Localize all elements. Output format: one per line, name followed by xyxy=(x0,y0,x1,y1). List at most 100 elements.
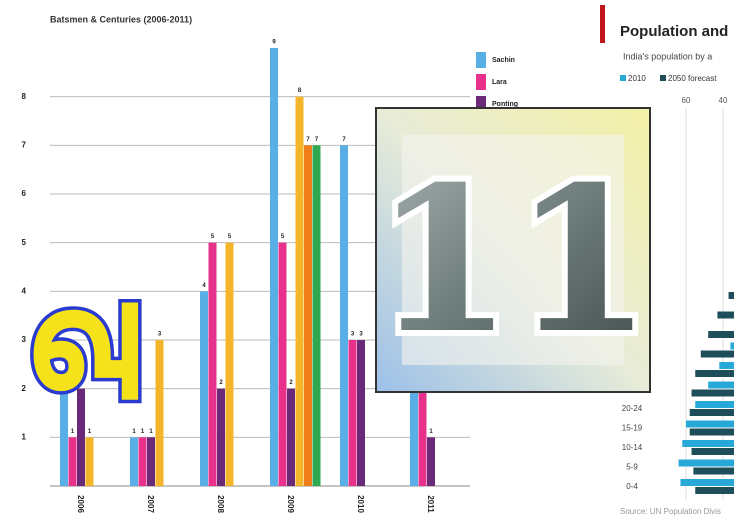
y-tick-label: 2 xyxy=(22,384,27,393)
bar xyxy=(340,145,348,487)
bar xyxy=(278,242,287,486)
pyramid-bar xyxy=(680,479,734,486)
legend-label: 2010 xyxy=(628,74,646,83)
bar xyxy=(270,48,278,486)
data-label: 3 xyxy=(158,332,162,338)
age-label: 15-19 xyxy=(622,424,643,433)
glyph-overlay: ढ xyxy=(0,298,189,403)
data-label: 3 xyxy=(359,332,363,338)
bar xyxy=(217,388,225,486)
pyramid-bar xyxy=(728,292,734,299)
pyramid-subtitle: India's population by a xyxy=(623,51,712,61)
x-tick-label: 40 xyxy=(719,96,728,105)
age-label: 0-4 xyxy=(626,482,638,491)
pyramid-bar xyxy=(695,401,734,408)
pyramid-bar xyxy=(686,420,734,428)
data-label: 2 xyxy=(62,380,66,386)
data-label: 1 xyxy=(141,429,145,435)
age-label: 10-14 xyxy=(622,443,643,452)
badge-inner xyxy=(402,135,624,365)
data-label: 2 xyxy=(219,380,223,386)
x-tick-label: 2008 xyxy=(216,495,225,513)
bar xyxy=(147,437,155,486)
data-label: 5 xyxy=(211,234,215,240)
legend-swatch xyxy=(620,75,626,81)
data-label: 9 xyxy=(272,40,276,46)
pyramid-bar xyxy=(730,342,734,350)
data-label: 7 xyxy=(306,137,310,143)
pyramid-bar xyxy=(678,459,734,467)
pyramid-chart: Population and India's population by a S… xyxy=(597,0,734,531)
pyramid-bar xyxy=(719,362,734,369)
bar xyxy=(85,437,94,486)
bar xyxy=(312,145,321,487)
pyramid-source: Source: UN Population Divis xyxy=(620,507,721,516)
y-tick-label: 7 xyxy=(22,140,27,149)
data-label: 1 xyxy=(71,429,75,435)
bar xyxy=(155,340,164,486)
data-label: 1 xyxy=(88,429,92,435)
bar xyxy=(287,388,295,486)
bar xyxy=(295,96,304,487)
data-label: 4 xyxy=(202,283,206,289)
data-label: 5 xyxy=(281,234,285,240)
bar xyxy=(348,340,357,486)
y-tick-label: 1 xyxy=(22,432,27,441)
data-label: 3 xyxy=(351,332,355,338)
bar xyxy=(225,242,234,486)
age-label: 5-9 xyxy=(626,463,638,472)
y-tick-label: 5 xyxy=(22,238,27,247)
pyramid-bar xyxy=(682,440,734,447)
data-label: 1 xyxy=(429,429,433,435)
badge-number: 11 xyxy=(374,143,652,378)
chart-title: Batsmen & Centuries (2006-2011) xyxy=(50,14,192,24)
pyramid-bar xyxy=(695,487,734,494)
pyramid-bar xyxy=(708,331,734,338)
x-tick-label: 2010 xyxy=(356,495,365,513)
legend-swatch xyxy=(476,96,486,112)
data-label: 7 xyxy=(342,137,346,143)
data-label: 7 xyxy=(315,137,319,143)
bar xyxy=(427,437,435,486)
data-label: 2 xyxy=(79,380,83,386)
data-label: 1 xyxy=(132,429,136,435)
bar xyxy=(77,388,85,486)
pyramid-bar xyxy=(689,409,734,416)
x-tick-label: 60 xyxy=(682,96,691,105)
legend-label: 2050 forecast xyxy=(668,74,717,83)
pyramid-bar xyxy=(693,467,734,475)
x-tick-label: 2009 xyxy=(286,495,295,513)
y-tick-label: 4 xyxy=(22,286,27,295)
data-label: 8 xyxy=(298,88,302,94)
bar xyxy=(60,388,68,486)
pyramid-bar xyxy=(700,350,734,358)
age-label: 20-24 xyxy=(622,404,643,413)
pyramid-bar xyxy=(691,389,734,397)
bar xyxy=(418,388,427,486)
data-label: 2 xyxy=(289,380,293,386)
legend-label: Sachin xyxy=(492,57,515,64)
pyramid-bar xyxy=(695,370,734,377)
bar xyxy=(138,437,147,486)
y-tick-label: 3 xyxy=(22,335,27,344)
x-tick-label: 2011 xyxy=(426,495,435,513)
legend-label: Lara xyxy=(492,79,507,86)
data-label: 1 xyxy=(149,429,153,435)
bar xyxy=(357,340,365,486)
bar xyxy=(130,437,138,486)
legend-label: Ponting xyxy=(492,101,518,108)
pyramid-bar xyxy=(689,428,734,436)
glyph: ढ xyxy=(0,302,185,400)
legend-swatch xyxy=(660,75,666,81)
x-tick-label: 2007 xyxy=(146,495,155,513)
bar xyxy=(304,145,312,487)
data-label: 5 xyxy=(228,234,232,240)
pyramid-title: Population and xyxy=(620,23,728,40)
pyramid-bar xyxy=(708,381,734,389)
bar-chart: Batsmen & Centuries (2006-2011) 1 2 3 4 5 6 7 8… xyxy=(22,14,546,513)
pyramid-bar xyxy=(717,311,734,319)
legend-swatch xyxy=(476,74,486,90)
badge: 11 xyxy=(368,107,658,393)
y-tick-label: 8 xyxy=(22,92,27,101)
